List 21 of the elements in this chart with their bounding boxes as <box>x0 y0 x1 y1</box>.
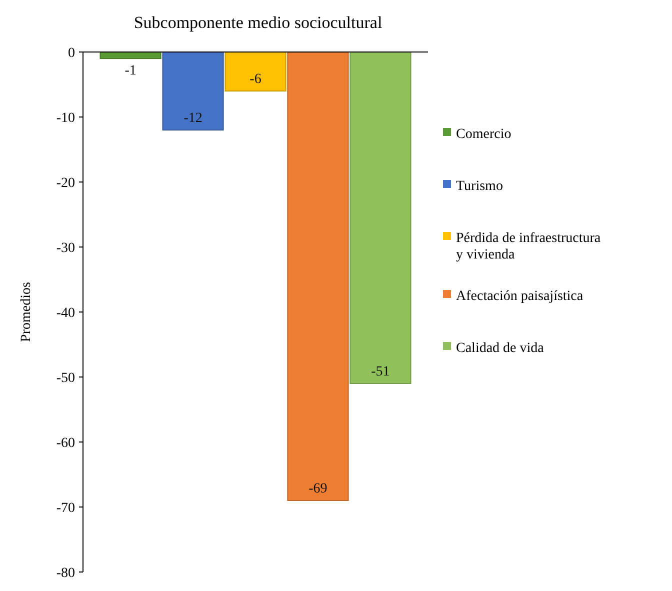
data-label: -51 <box>371 364 390 380</box>
y-tick-label: -50 <box>56 370 75 386</box>
y-tick-label: -70 <box>56 500 75 516</box>
y-tick-label: -40 <box>56 306 75 321</box>
data-label: -69 <box>308 482 328 496</box>
y-tick-label: -10 <box>56 110 75 126</box>
data-label: -12 <box>184 111 202 126</box>
chart-title: Subcomponente medio sociocultural <box>134 13 382 32</box>
y-tick-label: 0 <box>68 46 75 61</box>
legend-label: Afectación paisajística <box>456 288 584 304</box>
legend-label: Pérdida de infraestructura y vivienda <box>456 230 602 263</box>
y-tick-label: -80 <box>56 566 75 581</box>
y-axis-title: Promedios <box>19 282 34 342</box>
y-tick-label: -20 <box>56 176 75 191</box>
y-tick-label: -30 <box>56 240 75 256</box>
data-label: -6 <box>250 72 262 87</box>
legend-label: Comercio <box>456 126 512 142</box>
legend-label: Calidad de vida <box>456 340 545 356</box>
y-tick-label: -60 <box>56 436 75 451</box>
legend-label: Turismo <box>456 178 503 194</box>
data-label: -1 <box>124 64 136 78</box>
